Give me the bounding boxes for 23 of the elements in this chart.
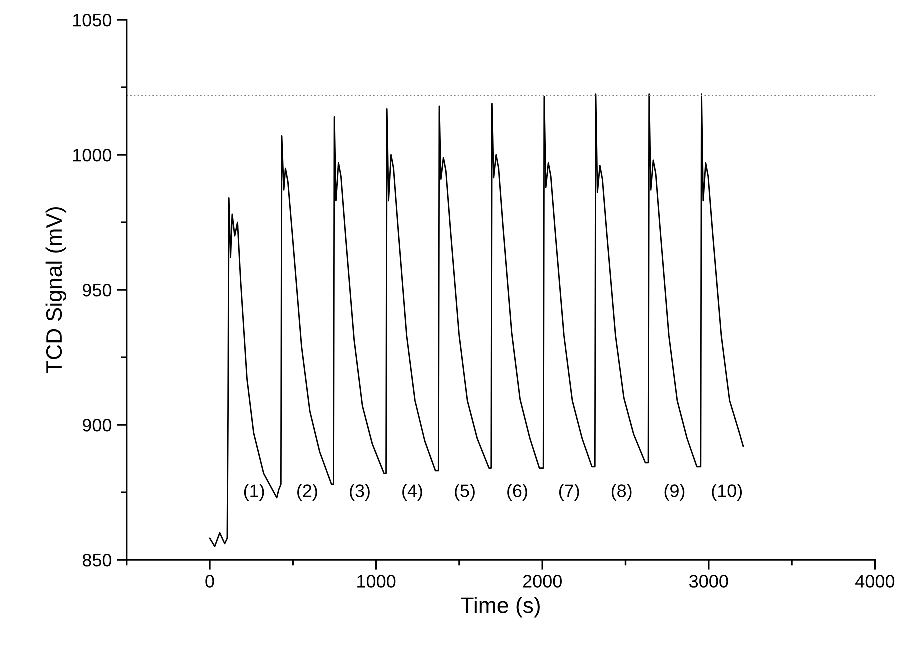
annotation: (8): [612, 484, 632, 501]
x-tick-label: 3000: [690, 575, 728, 588]
y-tick-label: 900: [82, 419, 112, 432]
annotation: (4): [402, 484, 422, 501]
y-tick-label: 950: [82, 284, 112, 297]
x-axis-title: Time (s): [461, 597, 540, 618]
annotation: (2): [298, 484, 318, 501]
annotation: (10): [712, 484, 742, 501]
y-tick-label: 1050: [73, 14, 112, 27]
y-axis-title: TCD Signal (mV): [46, 207, 67, 374]
line-series: [209, 94, 744, 548]
x-tick-label: 2000: [523, 575, 562, 588]
annotation: (7): [559, 484, 580, 501]
x-tick-label: 1000: [358, 575, 396, 588]
y-tick-label: 1000: [73, 148, 112, 162]
annotation: (1): [244, 484, 264, 501]
annotation: (9): [664, 484, 685, 501]
x-tick-label: 0: [206, 575, 214, 588]
annotation: (3): [350, 484, 370, 501]
y-tick-label: 850: [82, 554, 112, 567]
annotation: (5): [455, 484, 475, 501]
annotation: (6): [508, 484, 528, 501]
x-tick-label: 4000: [856, 575, 895, 588]
